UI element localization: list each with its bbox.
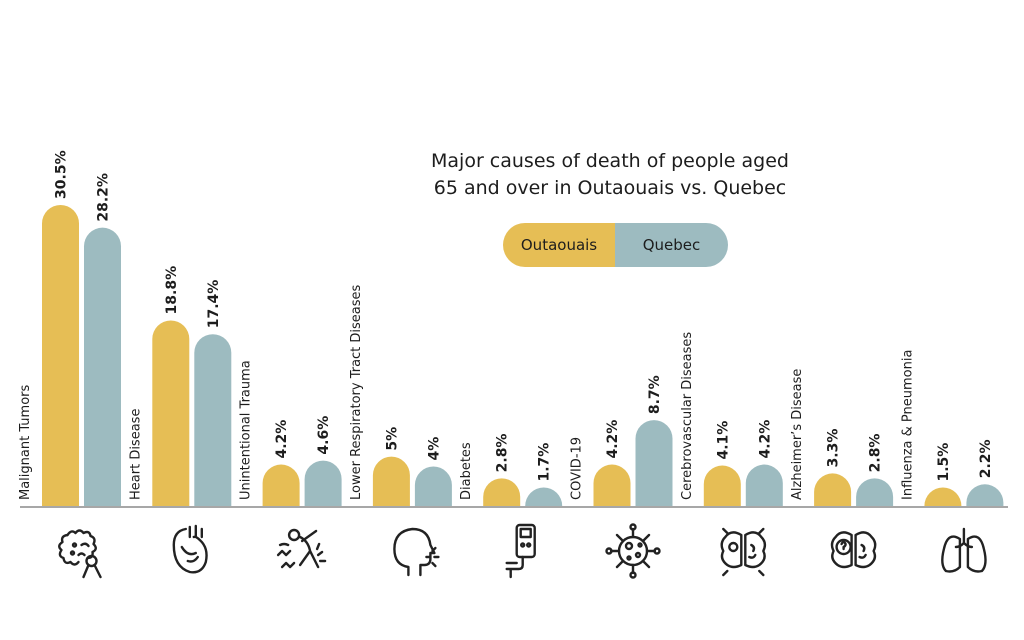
legend-item-outaouais: Outaouais — [503, 223, 615, 267]
category-label: Lower Respiratory Tract Diseases — [349, 284, 364, 500]
coughing-head-icon — [393, 527, 440, 577]
bar-quebec — [525, 487, 563, 506]
category-label: Unintentional Trauma — [239, 360, 254, 500]
data-label: 3.3% — [826, 429, 842, 468]
bar-quebec — [414, 466, 452, 506]
category-label: Malignant Tumors — [18, 384, 33, 500]
bar-quebec — [304, 460, 342, 506]
brain-question-icon — [830, 531, 877, 569]
data-label: 4.2% — [757, 420, 773, 459]
chart-title-line-2: 65 and over in Outaouais vs. Quebec — [433, 177, 787, 199]
data-label: 28.2% — [96, 173, 112, 222]
data-label: 4.1% — [715, 421, 731, 460]
data-label: 30.5% — [54, 150, 70, 199]
glucose-meter-icon — [505, 523, 536, 579]
data-label: 4.2% — [605, 420, 621, 459]
category-label: Heart Disease — [128, 409, 143, 500]
data-label: 2.2% — [978, 439, 994, 478]
data-label: 2.8% — [495, 434, 511, 473]
chart-title-line-1: Major causes of death of people aged — [431, 150, 789, 172]
data-label: 8.7% — [647, 375, 663, 414]
bar-outaouais — [703, 465, 741, 506]
heart-icon — [172, 524, 208, 574]
category-group: Lower Respiratory Tract Diseases 5% 4% — [349, 284, 452, 577]
bar-outaouais — [924, 487, 962, 506]
category-label: Alzheimer’s Disease — [790, 369, 805, 500]
category-label: Influenza & Pneumonia — [900, 350, 915, 500]
data-label: 4.2% — [274, 420, 290, 459]
bar-outaouais — [152, 320, 190, 506]
falling-person-icon — [276, 528, 327, 569]
virus-icon — [605, 523, 661, 579]
data-label: 17.4% — [206, 280, 222, 329]
category-group: Diabetes 2.8% 1.7% — [459, 434, 563, 579]
category-group: Influenza & Pneumonia 1.5% 2.2% — [900, 350, 1004, 573]
data-label: 5% — [384, 427, 400, 451]
bar-quebec — [966, 484, 1004, 506]
data-label: 1.7% — [537, 443, 553, 482]
legend: Outaouais Quebec — [503, 223, 728, 267]
bar-quebec — [84, 227, 121, 506]
cancer-cell-ribbon-icon — [58, 529, 102, 579]
data-label: 1.5% — [936, 443, 952, 482]
bar-quebec — [745, 464, 783, 506]
category-group: COVID-19 4.2% 8.7% — [570, 375, 673, 579]
bar-outaouais — [372, 456, 410, 506]
category-group: Heart Disease 18.8% 17.4% — [128, 266, 232, 574]
bar-quebec — [635, 420, 673, 506]
category-label: COVID-19 — [570, 437, 585, 500]
category-group: Cerebrovascular Diseases 4.1% 4.2% — [680, 332, 783, 577]
bar-outaouais — [483, 478, 521, 506]
data-label: 2.8% — [868, 434, 884, 473]
bar-quebec — [856, 478, 894, 506]
bar-outaouais — [814, 473, 852, 506]
data-label: 4% — [426, 437, 442, 461]
data-label: 4.6% — [316, 416, 332, 455]
category-group: Unintentional Trauma 4.2% 4.6% — [239, 360, 342, 569]
legend-item-quebec: Quebec — [615, 223, 728, 267]
category-label: Cerebrovascular Diseases — [680, 332, 695, 500]
brain-stroke-icon — [720, 527, 767, 577]
bar-outaouais — [42, 204, 79, 506]
data-label: 18.8% — [164, 266, 180, 315]
lungs-icon — [941, 527, 987, 573]
category-group: Malignant Tumors 30.5% 28.2% — [18, 150, 121, 579]
bar-quebec — [194, 334, 232, 506]
category-group: Alzheimer’s Disease 3.3% 2.8% — [790, 369, 894, 569]
bar-outaouais — [262, 464, 300, 506]
chart-title: Major causes of death of people aged 65 … — [400, 148, 820, 202]
category-label: Diabetes — [459, 442, 474, 500]
bar-outaouais — [593, 464, 631, 506]
